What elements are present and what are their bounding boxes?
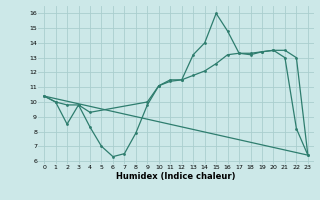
X-axis label: Humidex (Indice chaleur): Humidex (Indice chaleur) [116,172,236,181]
